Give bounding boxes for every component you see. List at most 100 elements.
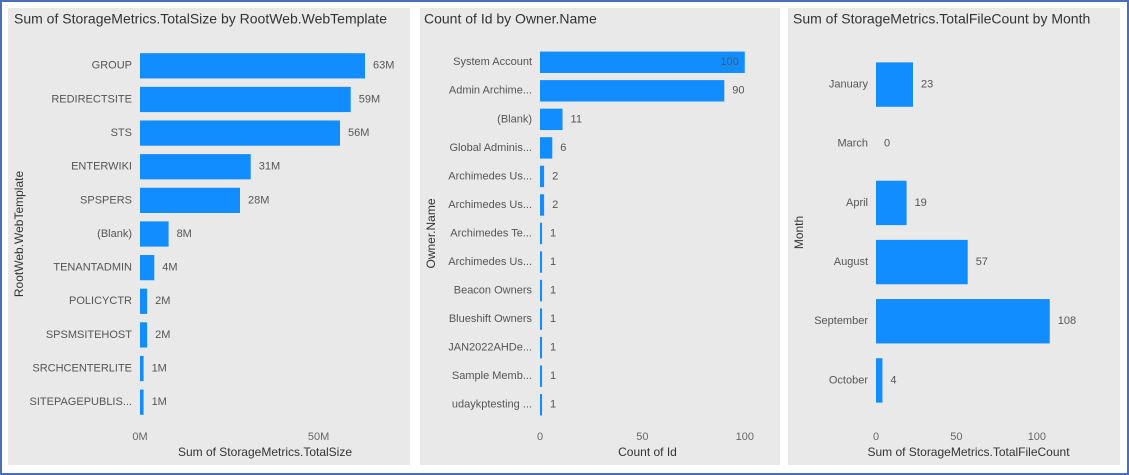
category-label: Sample Memb... <box>452 370 532 382</box>
data-label: 1 <box>550 313 556 325</box>
category-label: September <box>814 315 868 327</box>
bar <box>140 53 365 79</box>
category-label: SITEPAGEPUBLIS... <box>30 396 133 408</box>
data-label: 63M <box>373 60 394 72</box>
data-label: 1 <box>550 370 556 382</box>
category-label: REDIRECTSITE <box>51 93 132 105</box>
data-label: 59M <box>359 93 380 105</box>
bar <box>140 389 144 415</box>
bar <box>540 51 745 73</box>
chart-title: Sum of StorageMetrics.TotalFileCount by … <box>793 11 1090 27</box>
bar <box>540 108 563 131</box>
x-tick-label: 50M <box>308 431 329 443</box>
category-label: April <box>846 197 868 209</box>
category-label: (Blank) <box>97 228 132 240</box>
x-tick-label: 0M <box>132 431 147 443</box>
category-label: TENANTADMIN <box>53 262 132 274</box>
data-label: 8M <box>177 228 192 240</box>
data-label: 1M <box>152 362 167 374</box>
panel <box>788 8 1120 465</box>
bar <box>876 299 1050 344</box>
category-label: ENTERWIKI <box>71 161 132 173</box>
bar <box>876 62 913 107</box>
bar <box>140 355 144 382</box>
data-label: 108 <box>1058 315 1076 327</box>
x-tick-label: 50 <box>636 431 648 443</box>
bar <box>540 165 545 188</box>
y-axis-title: Owner.Name <box>424 198 438 268</box>
bar <box>140 154 251 180</box>
bar <box>540 365 543 387</box>
data-label: 2M <box>155 329 170 341</box>
bar <box>140 86 351 113</box>
data-label: 11 <box>571 113 582 125</box>
bar <box>140 255 155 281</box>
category-label: Global Adminis... <box>449 142 532 154</box>
bar <box>540 251 543 273</box>
category-label: Admin Archime... <box>449 85 532 97</box>
bar <box>540 80 725 102</box>
category-label: SPSPERS <box>80 194 132 206</box>
data-label: 1 <box>550 342 556 354</box>
chart-title: Count of Id by Owner.Name <box>424 11 597 27</box>
category-label: udaykptesting ... <box>452 399 532 411</box>
bar <box>140 288 148 314</box>
data-label: 2 <box>552 199 558 211</box>
category-label: January <box>829 78 869 90</box>
data-label: 1 <box>550 227 556 239</box>
x-axis-title: Sum of StorageMetrics.TotalFileCount <box>867 445 1070 459</box>
category-label: SPSMSITEHOST <box>46 329 132 341</box>
panel <box>8 8 410 465</box>
data-label: 56M <box>348 127 369 139</box>
x-tick-label: 100 <box>1028 431 1046 443</box>
bar <box>540 222 543 245</box>
data-label: 57 <box>976 256 988 268</box>
category-label: Beacon Owners <box>454 284 533 296</box>
category-label: Blueshift Owners <box>449 313 533 325</box>
x-tick-label: 0 <box>873 431 879 443</box>
data-label: 0 <box>884 138 890 150</box>
bar <box>140 120 340 146</box>
category-label: Archimedes Us... <box>448 170 532 182</box>
y-axis-title: RootWeb.WebTemplate <box>12 171 26 298</box>
data-label: 31M <box>259 161 280 173</box>
category-label: Archimedes Us... <box>448 256 532 268</box>
bar <box>540 279 543 302</box>
category-label: System Account <box>453 56 532 68</box>
bar <box>140 322 148 348</box>
data-label: 1 <box>550 284 556 296</box>
category-label: JAN2022AHDe... <box>448 342 532 354</box>
bar <box>140 187 240 213</box>
data-label: 6 <box>560 142 566 154</box>
data-label: 28M <box>248 194 269 206</box>
y-axis-title: Month <box>792 216 806 249</box>
x-tick-label: 100 <box>736 431 754 443</box>
x-axis-title: Sum of StorageMetrics.TotalSize <box>178 445 352 459</box>
bar <box>540 308 543 330</box>
category-label: March <box>837 138 868 150</box>
data-label: 90 <box>732 85 744 97</box>
category-label: October <box>829 374 868 386</box>
category-label: Archimedes Us... <box>448 199 532 211</box>
bar <box>540 194 545 216</box>
data-label: 1 <box>550 256 556 268</box>
data-label: 19 <box>915 197 927 209</box>
data-label: 100 <box>720 56 738 68</box>
bar <box>876 358 883 403</box>
data-label: 1 <box>550 399 556 411</box>
x-tick-label: 50 <box>950 431 962 443</box>
x-axis-title: Count of Id <box>618 445 677 459</box>
category-label: GROUP <box>92 60 132 72</box>
bar <box>876 180 907 226</box>
x-tick-label: 0 <box>537 431 543 443</box>
data-label: 4M <box>162 262 177 274</box>
data-label: 4 <box>890 374 896 386</box>
bar <box>140 221 169 247</box>
category-label: August <box>834 256 868 268</box>
category-label: Archimedes Te... <box>450 227 532 239</box>
bar <box>540 394 543 416</box>
category-label: SRCHCENTERLITE <box>32 362 132 374</box>
bar <box>876 239 968 285</box>
bar <box>540 336 543 359</box>
